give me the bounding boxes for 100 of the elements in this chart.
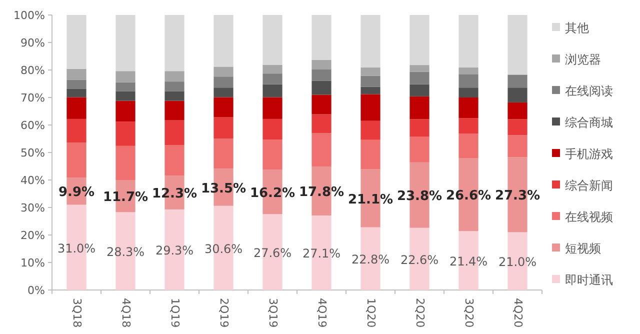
bar [262, 64, 282, 74]
y-tick-label: 40% [20, 174, 45, 187]
bar [66, 80, 86, 89]
bar [262, 97, 282, 119]
bar [116, 82, 136, 92]
bar [116, 122, 136, 146]
y-tick-label: 100% [14, 9, 45, 22]
legend-label: 综合新闻 [565, 178, 613, 192]
bar [508, 15, 528, 75]
bar [66, 97, 86, 119]
bar [360, 76, 380, 87]
bar [360, 140, 380, 170]
bar [116, 146, 136, 180]
bar [312, 60, 332, 70]
bar [116, 91, 136, 101]
bar [508, 102, 528, 120]
data-label: 11.7% [102, 190, 148, 206]
bar [312, 133, 332, 167]
y-tick-label: 50% [20, 146, 45, 160]
data-label: 27.1% [302, 246, 341, 261]
legend-label: 手机游戏 [565, 147, 613, 161]
bar [410, 119, 430, 137]
bar [410, 65, 430, 72]
bar [66, 118, 86, 143]
x-tick-label: 1Q20 [364, 298, 378, 328]
bar [360, 68, 380, 76]
x-tick-label: 3Q20 [462, 298, 476, 328]
data-label: 16.2% [250, 186, 296, 201]
bar [66, 68, 86, 80]
bar [508, 88, 528, 102]
bar [458, 118, 478, 134]
x-tick-label: 2Q20 [413, 298, 426, 328]
bar [116, 15, 136, 72]
legend-label: 综合商城 [565, 116, 613, 130]
y-tick-label: 30% [20, 202, 45, 214]
data-label: 30.6% [204, 242, 243, 256]
bar [66, 15, 86, 69]
bar [262, 84, 282, 98]
bar [214, 88, 234, 98]
data-label: 17.8% [298, 185, 344, 200]
bar [262, 74, 282, 84]
bar [262, 140, 282, 170]
bar [116, 100, 136, 122]
bar [360, 86, 380, 94]
bar [410, 84, 430, 96]
y-tick-label: 70% [20, 92, 45, 104]
legend-label: 浏览器 [565, 52, 601, 66]
bar [262, 15, 282, 65]
bar [262, 118, 282, 140]
y-tick-label: 60% [20, 119, 45, 132]
x-tick-label: 4Q20 [511, 298, 524, 328]
bar [312, 69, 332, 81]
legend-label: 其他 [565, 21, 589, 35]
x-tick-label: 4Q18 [119, 298, 132, 328]
y-tick-label: 90% [20, 36, 45, 50]
data-label: 22.6% [400, 252, 439, 267]
x-tick-label: 3Q19 [266, 298, 280, 328]
bar [66, 142, 86, 178]
bar [214, 117, 234, 139]
y-tick-label: 0% [28, 284, 45, 297]
data-label: 26.6% [446, 188, 492, 204]
data-label: 28.3% [106, 245, 145, 260]
bar [458, 98, 478, 118]
data-label: 27.3% [494, 188, 540, 204]
data-label: 21.1% [348, 192, 394, 208]
bar [410, 72, 430, 84]
bar [360, 94, 380, 121]
bar [458, 88, 478, 98]
bar [458, 15, 478, 68]
bar [66, 88, 86, 98]
x-tick-label: 2Q19 [217, 298, 230, 328]
data-label: 21.4% [449, 254, 488, 269]
bar [164, 71, 184, 82]
legend-label: 即时通讯 [565, 273, 613, 287]
bar [312, 80, 332, 95]
bar [214, 76, 234, 88]
bar [312, 15, 332, 60]
legend-label: 短视频 [565, 242, 601, 256]
data-label: 29.3% [155, 244, 194, 258]
data-label: 13.5% [200, 181, 246, 196]
bar [508, 74, 528, 88]
data-label: 23.8% [396, 189, 442, 204]
bar [164, 145, 184, 176]
bar [508, 119, 528, 136]
data-label: 31.0% [57, 241, 96, 256]
data-label: 21.0% [498, 255, 537, 270]
bar [458, 134, 478, 158]
x-tick-label: 3Q18 [70, 298, 84, 328]
bar [164, 82, 184, 92]
bar [164, 15, 184, 72]
bar [116, 71, 136, 82]
data-label: 12.3% [152, 186, 198, 202]
x-tick-label: 4Q19 [315, 298, 328, 328]
x-tick-label: 1Q19 [168, 298, 182, 328]
data-label: 9.9% [58, 185, 95, 200]
bar [312, 94, 332, 114]
y-tick-label: 80% [20, 64, 45, 77]
bar [458, 74, 478, 88]
bar [164, 100, 184, 120]
y-tick-label: 20% [20, 229, 45, 242]
